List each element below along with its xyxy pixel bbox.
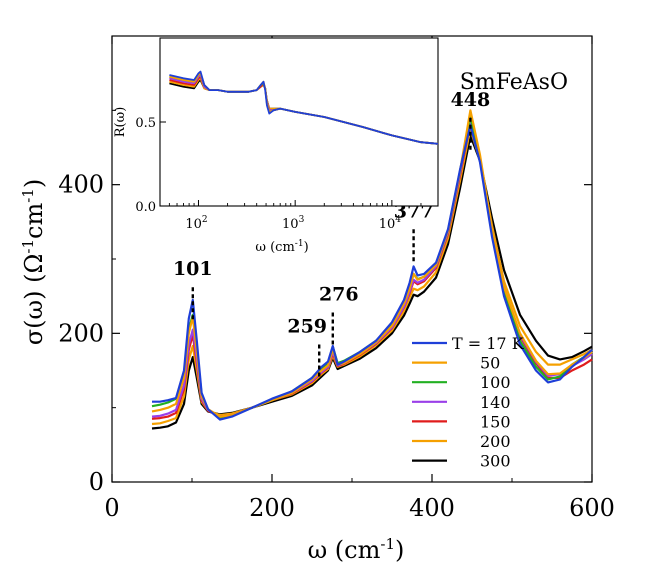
legend-label-100: 100 <box>480 373 511 392</box>
inset-x-tick-label: 102 <box>185 215 207 232</box>
peak-label-101: 101 <box>173 258 213 280</box>
sample-label: SmFeAsO <box>460 70 568 95</box>
series-line-17 <box>152 124 593 421</box>
inset-y-tick-label: 0.0 <box>135 200 156 215</box>
y-tick-label: 400 <box>58 171 104 199</box>
inset-y-axis-label: R(ω) <box>113 107 128 138</box>
inset-x-axis-label: ω (cm-1) <box>255 239 308 255</box>
peak-label-259: 259 <box>287 315 327 337</box>
y-axis-label: σ(ω) (Ω-1cm-1) <box>19 179 48 345</box>
inset-series-line-17 <box>169 70 439 145</box>
legend-label-50: 50 <box>480 354 500 373</box>
inset-x-tick-label: 104 <box>379 215 402 232</box>
legend-label-17: T = 17 K <box>452 334 525 353</box>
y-tick-label: 200 <box>58 319 104 347</box>
inset-x-tick-label: 103 <box>282 215 305 232</box>
peak-label-276: 276 <box>319 284 359 306</box>
x-tick-label: 0 <box>104 494 119 522</box>
main-series-group <box>151 109 593 430</box>
x-axis-label: ω (cm-1) <box>308 535 405 564</box>
x-tick-label: 400 <box>409 494 455 522</box>
peak-label-448: 448 <box>451 89 491 111</box>
x-tick-label: 200 <box>249 494 295 522</box>
y-tick-label: 0 <box>89 468 104 496</box>
x-tick-label: 600 <box>569 494 615 522</box>
inset-background <box>160 38 438 206</box>
legend-label-140: 140 <box>480 393 511 412</box>
series-line-300 <box>151 134 593 430</box>
inset-series-group <box>169 70 439 145</box>
inset-y-tick-label: 0.5 <box>135 116 156 131</box>
main-axis-ticks: 0 200 400 600 0 200 400 <box>58 36 615 522</box>
legend-label-300: 300 <box>480 452 511 471</box>
legend-label-200: 200 <box>480 432 511 451</box>
legend-label-150: 150 <box>480 412 511 431</box>
inset-axis-ticks: 102 103 104 0.0 0.5 <box>135 116 439 232</box>
